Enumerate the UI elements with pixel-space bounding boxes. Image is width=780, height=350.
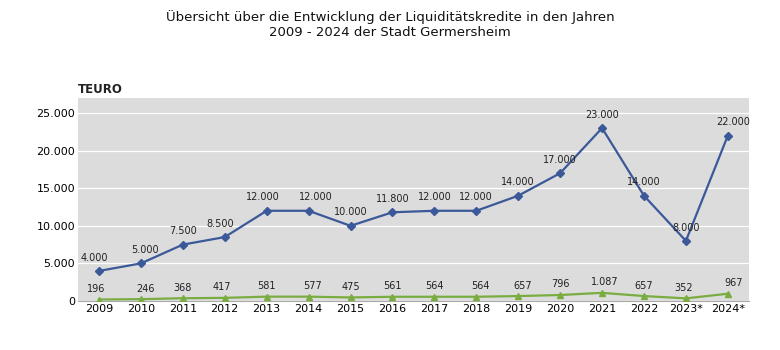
Text: 475: 475 bbox=[341, 282, 360, 292]
Text: 417: 417 bbox=[213, 282, 231, 292]
Text: 368: 368 bbox=[174, 283, 192, 293]
Text: 10.000: 10.000 bbox=[334, 208, 367, 217]
Text: 4.000: 4.000 bbox=[81, 253, 108, 262]
Text: 657: 657 bbox=[635, 280, 654, 290]
Text: 561: 561 bbox=[383, 281, 402, 291]
Text: 657: 657 bbox=[513, 280, 532, 290]
Text: TEURO: TEURO bbox=[78, 83, 123, 96]
Text: 5.000: 5.000 bbox=[131, 245, 159, 255]
Text: 22.000: 22.000 bbox=[717, 117, 750, 127]
Text: 12.000: 12.000 bbox=[417, 193, 452, 202]
Text: 564: 564 bbox=[471, 281, 490, 291]
Text: 14.000: 14.000 bbox=[502, 177, 535, 187]
Text: 577: 577 bbox=[303, 281, 322, 291]
Text: 11.800: 11.800 bbox=[376, 194, 410, 204]
Text: 564: 564 bbox=[425, 281, 444, 291]
Text: 8.500: 8.500 bbox=[207, 219, 234, 229]
Text: 12.000: 12.000 bbox=[459, 193, 493, 202]
Text: 352: 352 bbox=[674, 283, 693, 293]
Text: 581: 581 bbox=[257, 281, 276, 291]
Text: 12.000: 12.000 bbox=[246, 193, 279, 202]
Text: 196: 196 bbox=[87, 284, 105, 294]
Text: 7.500: 7.500 bbox=[169, 226, 197, 236]
Text: 17.000: 17.000 bbox=[543, 155, 577, 165]
Text: Übersicht über die Entwicklung der Liquiditätskredite in den Jahren
2009 - 2024 : Übersicht über die Entwicklung der Liqui… bbox=[165, 10, 615, 40]
Text: 14.000: 14.000 bbox=[627, 177, 661, 187]
Text: 12.000: 12.000 bbox=[299, 193, 332, 202]
Text: 1.087: 1.087 bbox=[591, 277, 619, 287]
Text: 8.000: 8.000 bbox=[672, 223, 700, 232]
Text: 23.000: 23.000 bbox=[585, 110, 619, 120]
Text: 246: 246 bbox=[136, 284, 154, 294]
Text: 796: 796 bbox=[551, 279, 569, 289]
Text: 967: 967 bbox=[724, 278, 743, 288]
